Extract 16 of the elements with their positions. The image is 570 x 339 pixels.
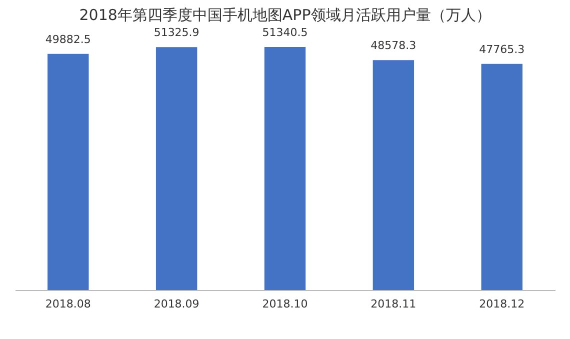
x-tick-label: 2018.08 <box>45 298 91 310</box>
bar <box>372 60 414 290</box>
chart-title: 2018年第四季度中国手机地图APP领域月活跃用户量（万人） <box>79 6 491 24</box>
data-label: 49882.5 <box>45 32 91 46</box>
bar <box>156 47 198 290</box>
x-tick-label: 2018.10 <box>262 298 308 310</box>
data-label: 48578.3 <box>370 39 416 52</box>
x-tick-label: 2018.12 <box>479 298 525 310</box>
bar <box>264 47 306 290</box>
bar <box>481 64 522 290</box>
data-label: 47765.3 <box>479 42 525 56</box>
data-label: 51340.5 <box>262 26 308 39</box>
bar <box>48 54 89 290</box>
x-tick-label: 2018.11 <box>370 298 416 310</box>
x-tick-label: 2018.09 <box>154 298 200 310</box>
data-label: 51325.9 <box>154 26 200 40</box>
